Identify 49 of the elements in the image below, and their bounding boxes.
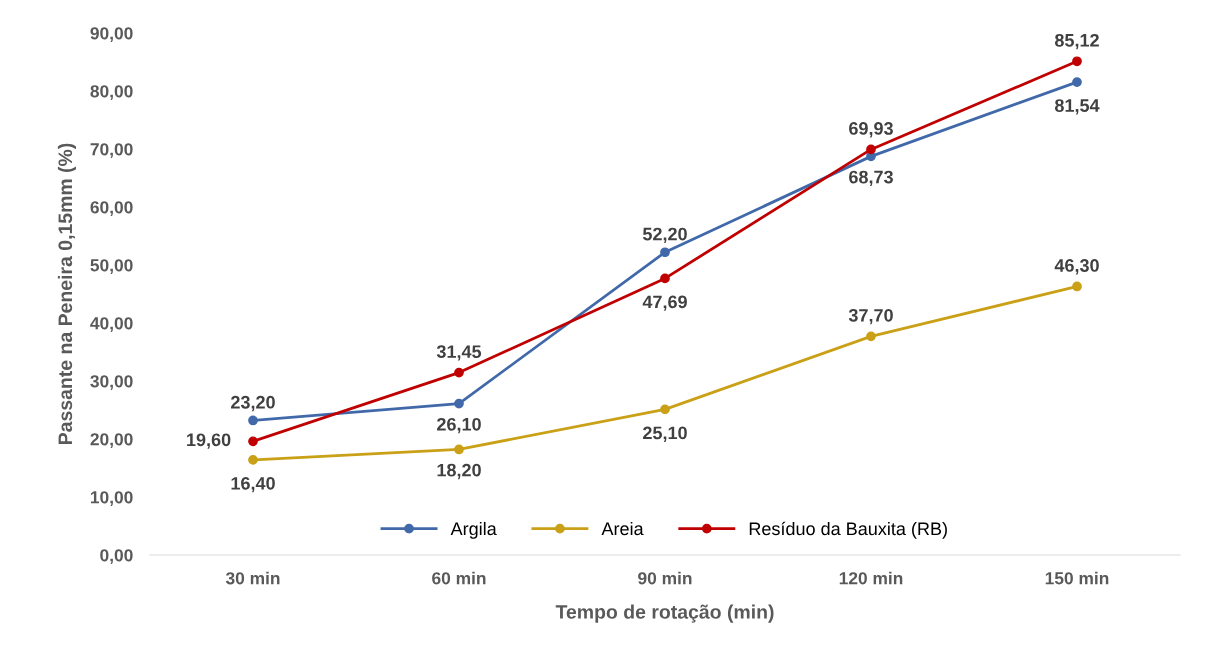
data-label: 25,10 [643,426,687,442]
point [1072,56,1082,67]
point [454,398,464,409]
y-tick-label: 70,00 [90,143,133,158]
x-tick-label: 120 min [839,571,903,585]
point [248,415,258,426]
point [248,455,258,465]
y-tick-label: 40,00 [90,317,133,332]
x-axis-title: Tempo de rotação (min) [555,604,774,623]
x-tick-label: 60 min [432,571,486,585]
legend-label: Resíduo da Bauxita (RB) [749,521,947,539]
x-tick-label: 150 min [1045,571,1109,585]
point [866,331,876,342]
point [1072,281,1082,292]
point [454,444,464,455]
y-axis-title: Passante na Peneira 0,15mm (%) [57,143,76,444]
point [248,436,258,447]
point [660,247,670,258]
y-tick-label: 60,00 [90,201,133,216]
x-tick-label: 30 min [225,571,280,585]
point [866,144,876,155]
y-tick-label: 80,00 [90,85,133,100]
data-label: 26,10 [437,417,481,434]
data-label: 52,20 [642,227,687,244]
data-label: 47,69 [642,295,687,311]
data-label: 68,73 [849,170,893,187]
y-tick-label: 10,00 [90,491,133,506]
y-tick-label: 30,00 [90,375,133,390]
point [660,273,670,284]
x-tick-label: 90 min [638,571,692,585]
data-label: 18,20 [437,463,481,480]
data-label: 69,93 [849,122,893,138]
y-tick-label: 0,00 [100,549,133,564]
data-label: 85,12 [1054,33,1099,50]
point [660,404,670,415]
data-label: 81,54 [1054,99,1100,115]
legend-label: Areia [601,521,644,536]
point [1072,77,1082,87]
data-label: 37,70 [848,308,893,325]
data-label: 23,20 [231,395,275,412]
data-label: 16,40 [231,476,275,493]
legend-label: Argila [450,521,497,539]
point [454,367,464,378]
y-tick-label: 50,00 [90,259,133,274]
y-tick-label: 90,00 [90,27,133,42]
y-tick-label: 20,00 [90,433,133,448]
data-label: 46,30 [1054,259,1099,275]
data-label: 19,60 [187,433,231,449]
data-label: 31,45 [436,345,482,361]
